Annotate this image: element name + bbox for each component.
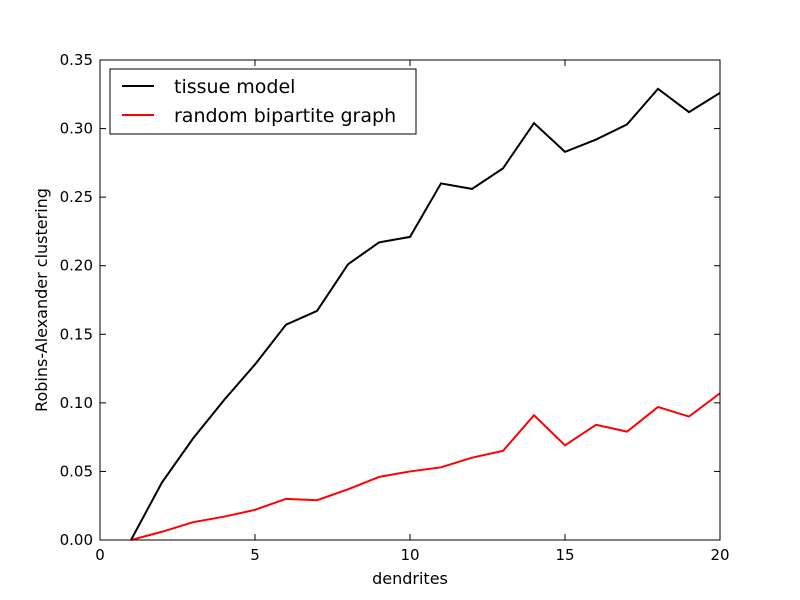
legend-label-0: tissue model [174,76,295,98]
legend-label-1: random bipartite graph [174,105,396,127]
legend: tissue model random bipartite graph [109,68,417,135]
x-axis-label: dendrites [372,569,448,588]
y-tick-label: 0.10 [60,394,93,412]
y-tick-label: 0.35 [60,51,93,69]
y-tick-label: 0.05 [60,462,93,480]
x-tick-label: 15 [555,546,574,564]
series-line-1 [130,392,721,541]
x-tick-label: 20 [710,546,729,564]
legend-box [109,68,417,135]
series-line-0 [130,87,721,541]
plot-area [130,87,721,541]
axes: 0 5 10 15 20 0.00 0.05 0.10 0.15 0.20 0.25 0.30 0.35 [60,51,730,564]
y-tick-label: 0.00 [60,531,93,549]
y-axis-label: Robins-Alexander clustering [32,188,51,412]
y-tick-label: 0.15 [60,325,93,343]
x-tick-label: 5 [250,546,260,564]
y-tick-label: 0.30 [60,120,93,138]
x-tick-label: 0 [95,546,105,564]
y-tick-label: 0.25 [60,188,93,206]
x-tick-label: 10 [400,546,419,564]
y-tick-label: 0.20 [60,257,93,275]
